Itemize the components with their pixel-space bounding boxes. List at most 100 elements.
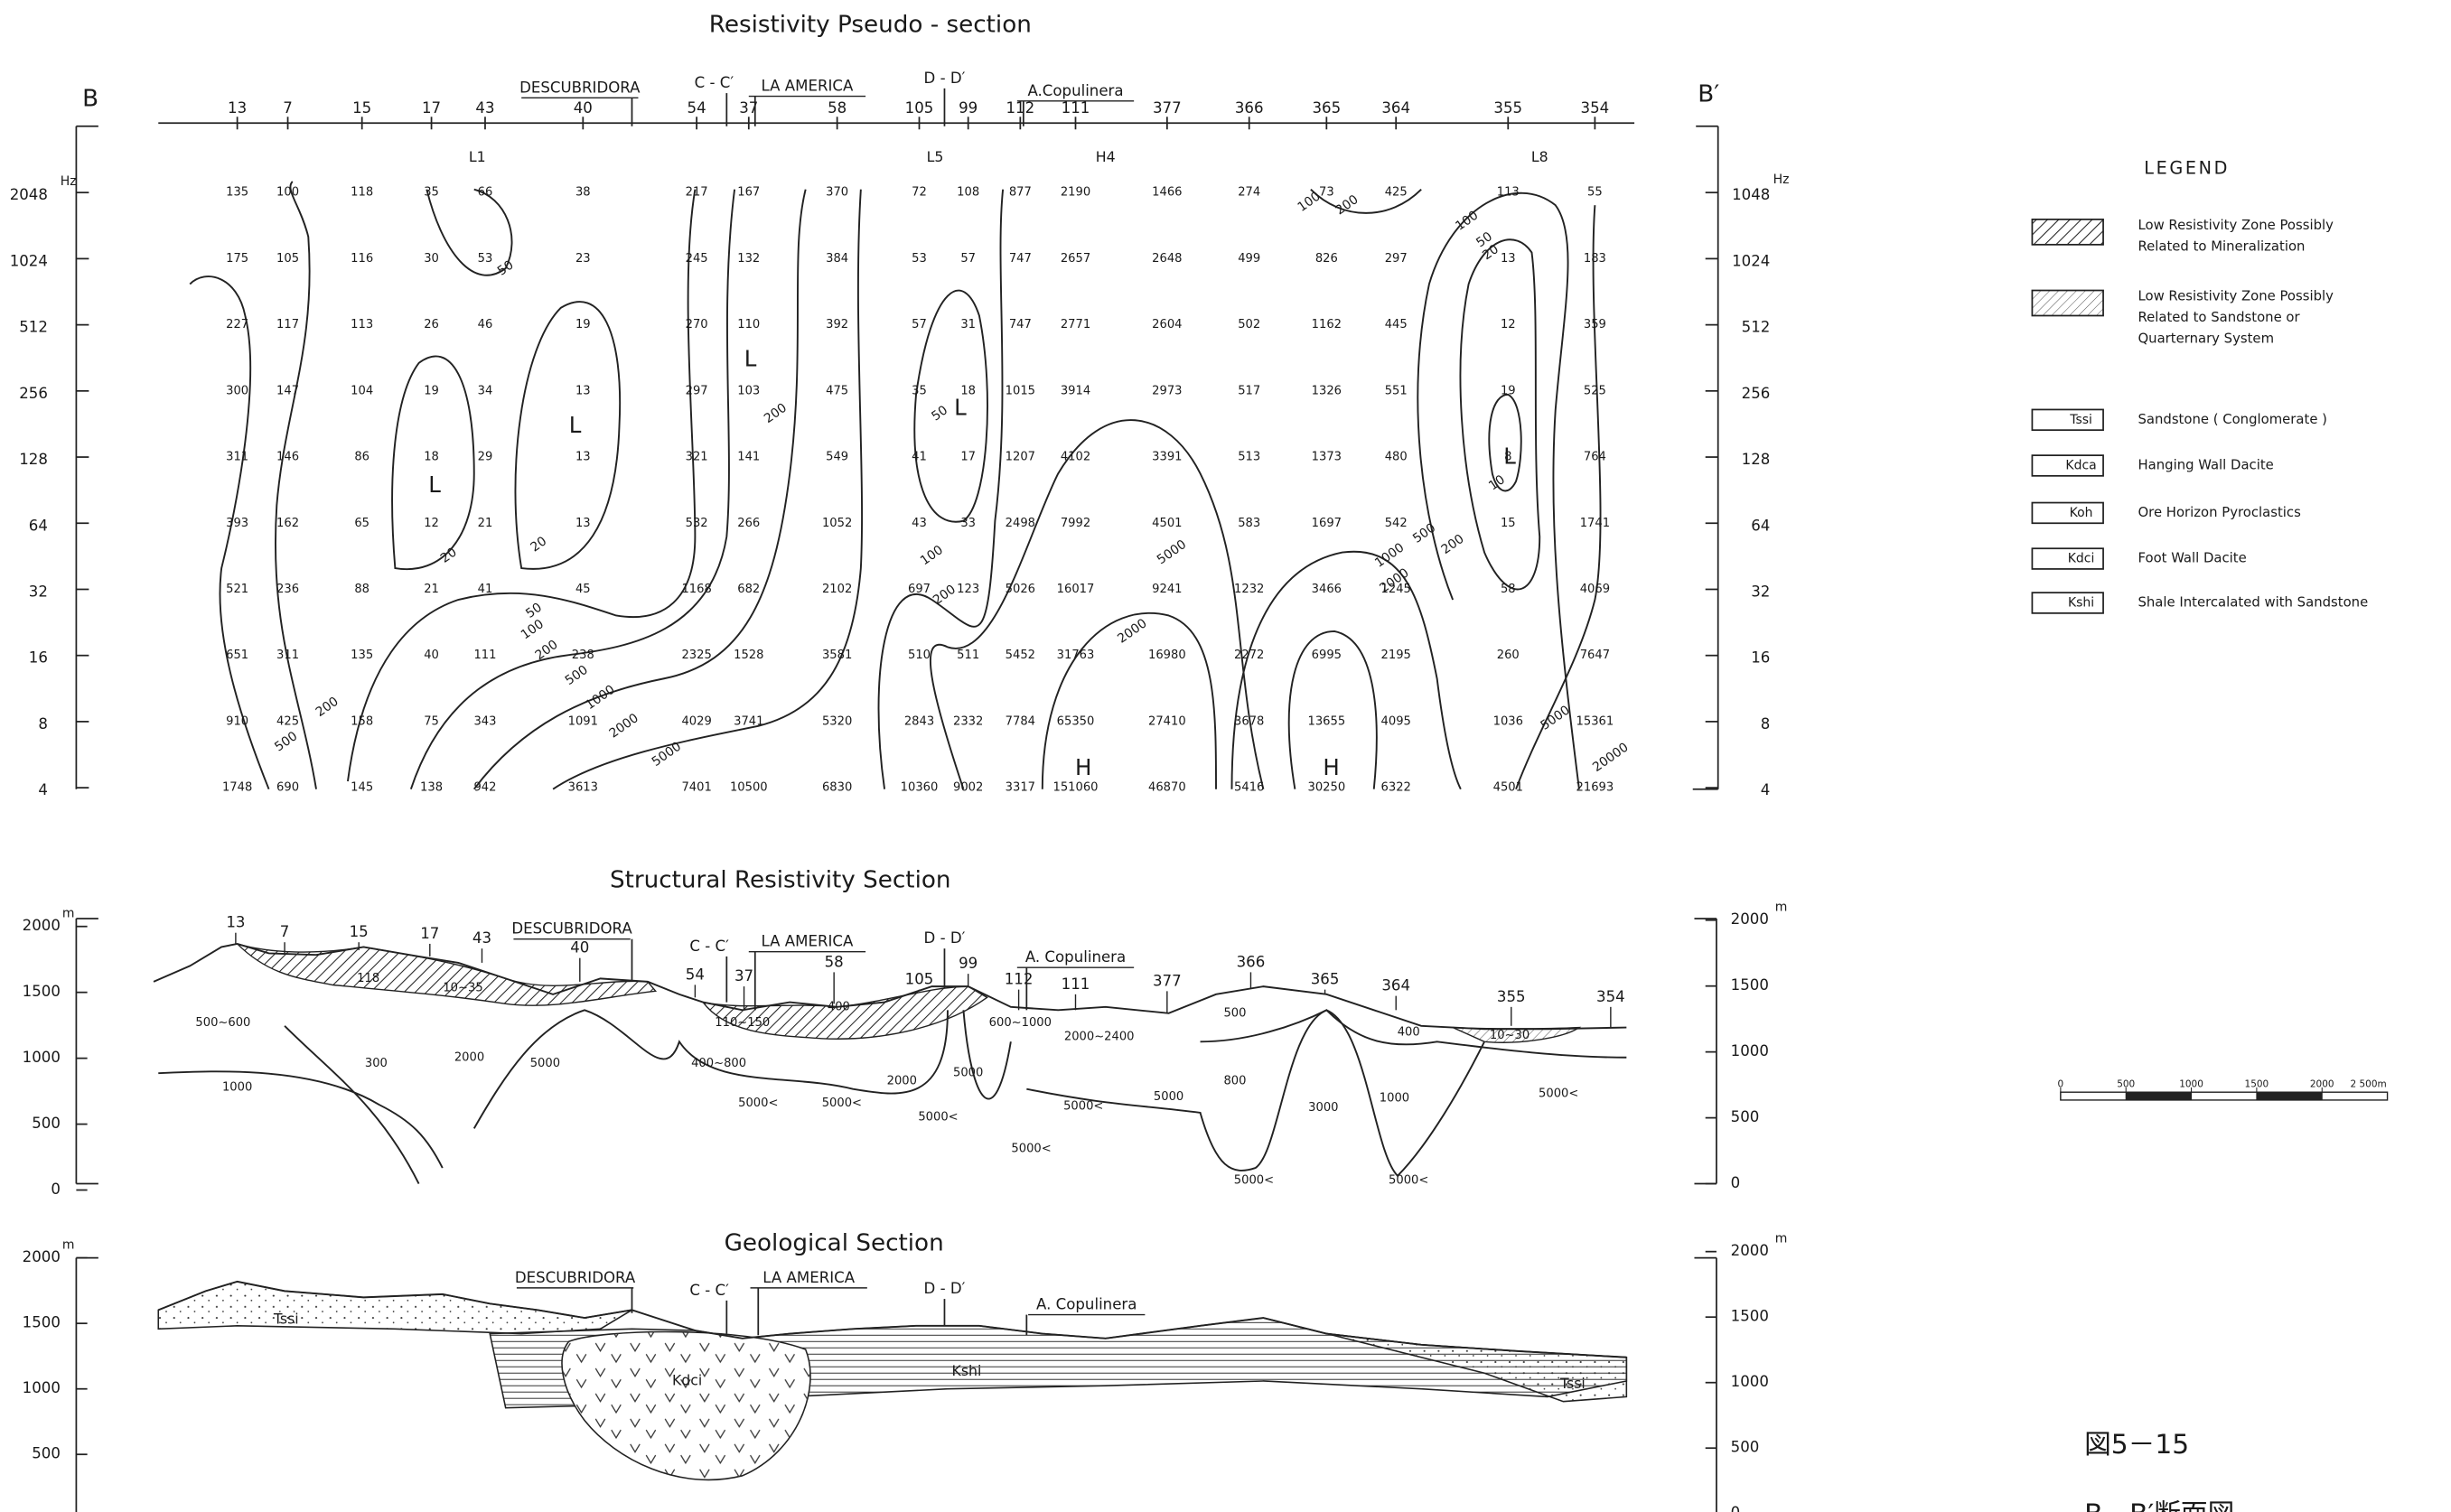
resistivity-value: 183	[1584, 252, 1606, 266]
zone-label: 400	[828, 1000, 850, 1013]
scale-label: 2 500m	[2351, 1078, 2387, 1089]
unit: m	[1775, 1232, 1788, 1246]
resistivity-value: 104	[351, 384, 373, 397]
resistivity-value: 343	[473, 714, 496, 728]
frequency-label: 128	[19, 451, 48, 468]
resistivity-value: 245	[686, 252, 708, 266]
resistivity-value: 270	[686, 318, 708, 331]
elevation-label: 1000	[1731, 1373, 1769, 1390]
resistivity-value: 46870	[1148, 781, 1186, 795]
locality: A. Copulinera	[1036, 1296, 1137, 1313]
resistivity-value: 35	[912, 384, 927, 397]
resistivity-value: 38	[575, 186, 591, 200]
resistivity-value: 30	[424, 252, 439, 266]
resistivity-value: 266	[737, 517, 760, 530]
contour-label: 2000	[607, 711, 641, 742]
resistivity-value: 2325	[681, 649, 711, 662]
resistivity-value: 2195	[1381, 649, 1411, 662]
elevation-label: 1500	[23, 1314, 61, 1331]
zone-label: 3000	[1308, 1101, 1338, 1115]
station-label: 364	[1381, 99, 1410, 117]
station-label: 354	[1581, 99, 1610, 117]
resistivity-value: 162	[276, 517, 299, 530]
resistivity-value: 297	[686, 384, 708, 397]
anomaly-label: L	[569, 412, 582, 438]
resistivity-value: 4069	[1580, 583, 1610, 596]
zone-label: 5000<	[918, 1111, 958, 1125]
anomaly-label: H	[1323, 754, 1339, 780]
resistivity-value: 15	[1501, 517, 1516, 530]
elevation-label: 2000	[23, 1248, 61, 1265]
resistivity-value: 5026	[1006, 583, 1035, 596]
sandstone-unit	[158, 1282, 631, 1334]
station-label: 40	[574, 99, 593, 117]
elevation-label: 0	[1731, 1174, 1741, 1191]
figure: Resistivity Pseudo - sectionBB′137151743…	[0, 0, 2451, 1512]
station-label: 43	[472, 929, 491, 947]
resistivity-value: 425	[1385, 186, 1408, 200]
resistivity-value: 2102	[822, 583, 852, 596]
resistivity-value: 13	[1501, 252, 1516, 266]
resistivity-value: 23	[575, 252, 591, 266]
resistivity-value: 583	[1238, 517, 1260, 530]
frequency-label: 256	[19, 385, 48, 402]
resistivity-value: 1052	[822, 517, 852, 530]
legend-text: Low Resistivity Zone Possibly	[2138, 288, 2334, 304]
contour-label: 100	[519, 617, 547, 642]
zone-label: 500~600	[195, 1016, 250, 1030]
resistivity-value: 88	[354, 583, 370, 596]
zone-label: 110~150	[715, 1016, 770, 1030]
resistivity-value: 236	[276, 583, 299, 596]
resistivity-value: 30250	[1308, 781, 1346, 795]
resistivity-value: 135	[351, 649, 373, 662]
resistivity-value: 2498	[1006, 517, 1035, 530]
resistivity-value: 697	[908, 583, 931, 596]
station-label: 366	[1237, 953, 1266, 970]
resistivity-value: 73	[1319, 186, 1334, 200]
resistivity-value: 384	[826, 252, 848, 266]
elevation-label: 1500	[1731, 976, 1769, 994]
contour-label: 200	[931, 583, 959, 608]
frequency-label: 32	[29, 583, 48, 600]
resistivity-value: 480	[1385, 451, 1408, 464]
resistivity-value: 300	[226, 384, 248, 397]
resistivity-value: 1036	[1493, 714, 1523, 728]
resistivity-value: 132	[737, 252, 760, 266]
resistivity-value: 6830	[822, 781, 852, 795]
resistivity-value: 19	[575, 318, 591, 331]
resistivity-value: 108	[957, 186, 979, 200]
resistivity-value: 3613	[568, 781, 598, 795]
resistivity-value: 4501	[1152, 517, 1182, 530]
contour-label: 200	[1333, 192, 1361, 218]
zone-label: 5000<	[1539, 1087, 1578, 1100]
station-label: 354	[1596, 988, 1625, 1005]
boundary	[158, 1071, 443, 1168]
resistivity-value: 12	[424, 517, 439, 530]
resistivity-value: 13655	[1308, 714, 1346, 728]
resistivity-value: 475	[826, 384, 848, 397]
frequency-label: 64	[29, 517, 48, 534]
zone-label: 5000<	[1234, 1174, 1274, 1188]
locality: LA AMERICA	[762, 78, 854, 95]
legend-text: Shale Intercalated with Sandstone	[2138, 594, 2368, 611]
resistivity-value: 7784	[1006, 714, 1035, 728]
resistivity-value: 21693	[1576, 781, 1614, 795]
station-label: 366	[1235, 99, 1264, 117]
resistivity-value: 13	[575, 384, 591, 397]
elevation-label: 500	[32, 1115, 61, 1132]
frequency-label: 8	[38, 715, 48, 733]
station-label: 112	[1006, 99, 1034, 117]
resistivity-value: 146	[276, 451, 299, 464]
resistivity-value: 27410	[1148, 714, 1186, 728]
frequency-label: 1024	[10, 252, 48, 269]
resistivity-value: 147	[276, 384, 299, 397]
resistivity-value: 41	[912, 451, 927, 464]
resistivity-value: 2604	[1152, 318, 1182, 331]
resistivity-value: 167	[737, 186, 760, 200]
resistivity-value: 910	[226, 714, 248, 728]
resistivity-value: 141	[737, 451, 760, 464]
resistivity-value: 1373	[1312, 451, 1342, 464]
zone-label: 2000~2400	[1064, 1031, 1135, 1044]
resistivity-value: 1015	[1006, 384, 1035, 397]
legend-code: Kdci	[2068, 552, 2095, 566]
